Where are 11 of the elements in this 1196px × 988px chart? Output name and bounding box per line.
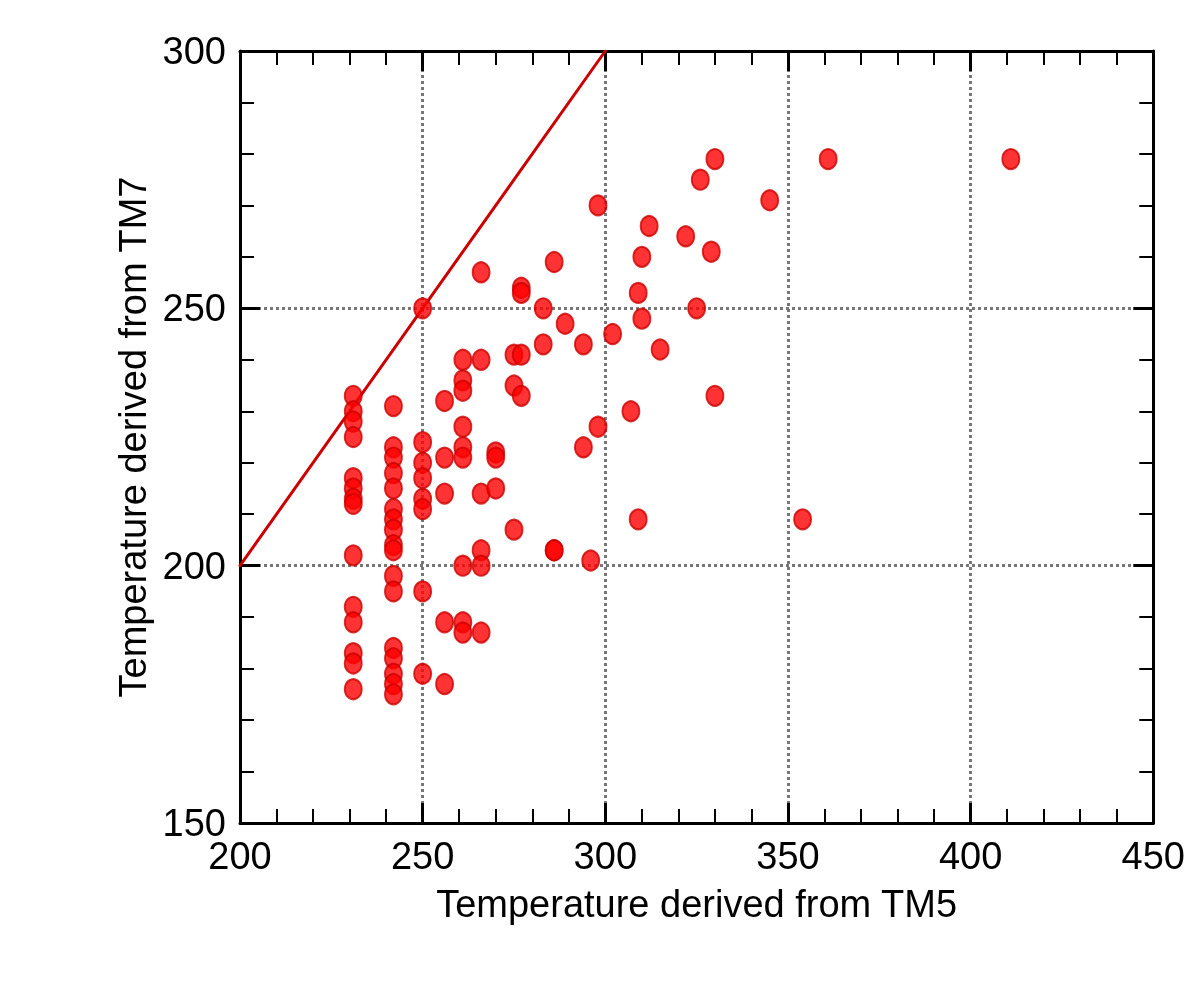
x-axis-title: Temperature derived from TM5 bbox=[436, 883, 958, 925]
x-tick-label: 300 bbox=[573, 835, 638, 877]
x-tick-label: 350 bbox=[756, 835, 820, 877]
y-tick-label: 300 bbox=[162, 30, 226, 72]
x-tick-label: 450 bbox=[1121, 835, 1185, 877]
y-tick-label: 200 bbox=[162, 544, 226, 587]
y-tick-label: 250 bbox=[162, 287, 226, 330]
y-axis-title: Temperature derived from TM7 bbox=[111, 176, 154, 698]
x-tick-label: 250 bbox=[390, 835, 455, 877]
x-tick-label: 400 bbox=[938, 835, 1003, 877]
x-tick-label: 200 bbox=[208, 835, 272, 877]
